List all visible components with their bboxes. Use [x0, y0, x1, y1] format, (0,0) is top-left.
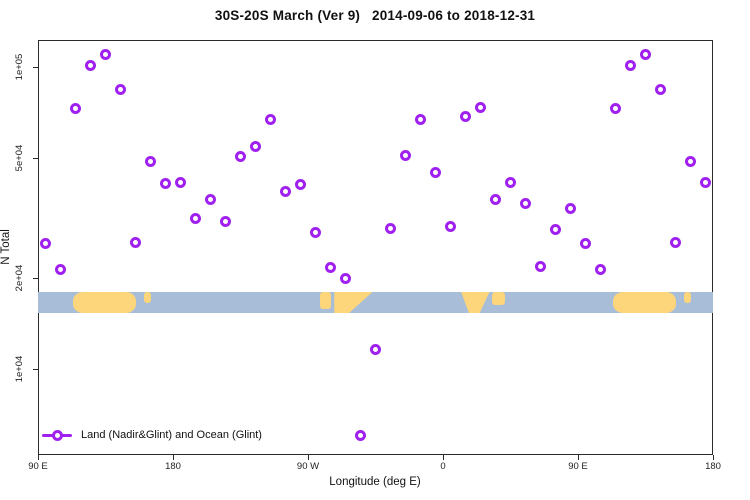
land-patch-madagascar: [491, 291, 506, 305]
data-point: [430, 166, 441, 178]
data-point: [400, 149, 411, 161]
map-band: [38, 291, 713, 314]
data-point: [325, 262, 336, 274]
chart-title: 30S-20S March (Ver 9) 2014-09-06 to 2018…: [214, 8, 536, 23]
y-tick-mark: [33, 67, 38, 68]
data-point: [85, 60, 96, 72]
data-point: [205, 194, 216, 206]
x-tick-label: 0: [440, 461, 446, 472]
x-tick-mark: [173, 455, 174, 460]
data-point: [370, 344, 381, 356]
data-point: [175, 176, 186, 188]
x-tick-label: 90 E: [28, 461, 48, 472]
x-tick-mark: [443, 455, 444, 460]
data-point: [565, 202, 576, 214]
data-point: [235, 150, 246, 162]
data-point: [55, 263, 66, 275]
data-point: [520, 198, 531, 210]
data-point: [655, 84, 666, 96]
data-point: [610, 102, 621, 114]
x-tick-mark: [578, 455, 579, 460]
x-tick-mark: [38, 455, 39, 460]
legend: Land (Nadir&Glint) and Ocean (Glint): [42, 429, 262, 441]
x-tick-label: 90 E: [568, 461, 588, 472]
data-point: [295, 179, 306, 191]
data-point: [685, 156, 696, 168]
land-patch-australia-2: [612, 291, 676, 314]
land-patch-australia: [72, 291, 136, 314]
data-point: [145, 155, 156, 167]
land-patch-south-america: [334, 291, 373, 314]
data-point: [625, 60, 636, 72]
data-point: [40, 238, 51, 250]
x-tick-label: 90 W: [296, 461, 320, 472]
data-point: [100, 48, 111, 60]
data-point: [70, 102, 81, 114]
data-point: [250, 140, 261, 152]
data-point: [550, 224, 561, 236]
y-tick-label: 2e+04: [14, 264, 25, 292]
x-axis-label: Longitude (deg E): [329, 476, 421, 488]
y-tick-mark: [33, 278, 38, 280]
land-patch-new-caledonia: [143, 291, 151, 303]
data-point: [190, 213, 201, 225]
data-point: [535, 261, 546, 273]
data-point: [700, 177, 711, 189]
y-tick-label: 5e+04: [14, 144, 25, 172]
data-point: [385, 222, 396, 234]
y-tick-mark: [33, 157, 38, 159]
x-tick-mark: [308, 455, 309, 460]
land-patch-south-america-west: [320, 291, 332, 309]
legend-line-circle-icon: [42, 429, 72, 441]
data-point: [280, 186, 291, 198]
data-point: [130, 236, 141, 248]
land-patch-new-caledonia-2: [683, 291, 691, 303]
data-point: [265, 114, 276, 126]
y-tick-label: 1e+05: [14, 53, 25, 81]
data-point: [595, 263, 606, 275]
data-point: [505, 177, 516, 189]
y-tick-label: 1e+04: [14, 355, 25, 383]
legend-label: Land (Nadir&Glint) and Ocean (Glint): [81, 429, 262, 441]
data-point: [115, 84, 126, 96]
data-point: [445, 220, 456, 232]
data-point: [490, 194, 501, 206]
legend-open-circle-icon: [51, 429, 63, 441]
plot-area: [38, 40, 713, 455]
x-tick-mark: [713, 455, 714, 460]
data-point: [310, 226, 321, 238]
data-point: [670, 236, 681, 248]
x-tick-label: 180: [165, 461, 181, 472]
data-point: [580, 237, 591, 249]
data-point: [220, 215, 231, 227]
data-point: [340, 272, 351, 284]
x-tick-label: 180: [705, 461, 721, 472]
data-point: [475, 101, 486, 113]
data-point: [160, 178, 171, 190]
y-tick-mark: [33, 369, 38, 370]
data-point: [355, 430, 366, 442]
data-point: [460, 110, 471, 122]
land-patch-africa: [461, 291, 490, 314]
y-axis-label: N Total: [0, 229, 12, 265]
data-point: [415, 114, 426, 126]
data-point: [640, 48, 651, 60]
